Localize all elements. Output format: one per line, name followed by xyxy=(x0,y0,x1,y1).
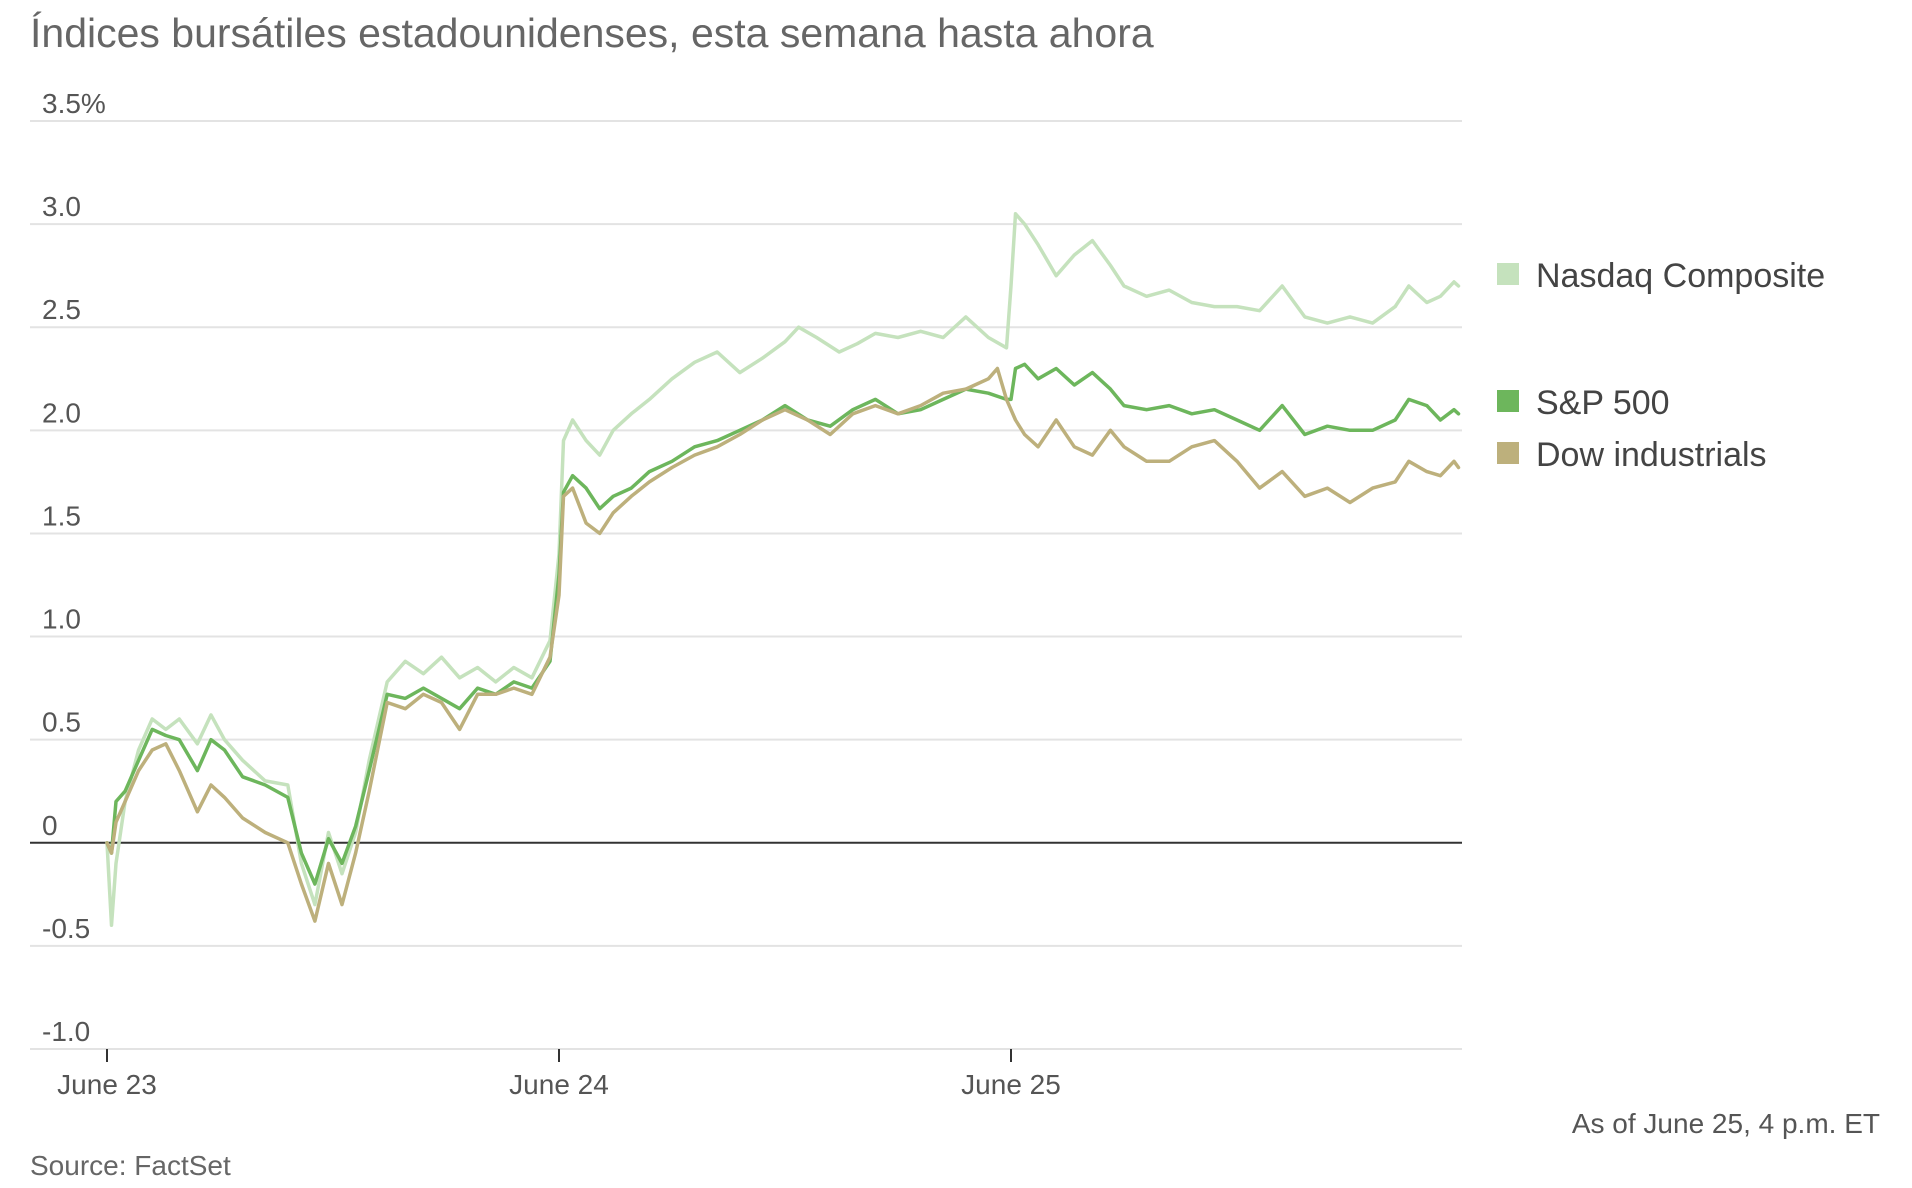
y-tick-label: 0.5 xyxy=(42,707,81,738)
series-line-nasdaq-composite xyxy=(105,212,1461,928)
legend-label: S&P 500 xyxy=(1536,384,1670,422)
legend-swatch xyxy=(1497,390,1519,412)
series-layer xyxy=(105,212,1461,928)
series-line-s-p-500 xyxy=(105,362,1461,886)
x-tick-label: June 25 xyxy=(961,1069,1061,1100)
x-tick-label: June 24 xyxy=(509,1069,609,1100)
legend-label: Dow industrials xyxy=(1536,436,1767,474)
y-tick-label: 2.5 xyxy=(42,294,81,325)
y-tick-label: 3.0 xyxy=(42,191,81,222)
y-axis-tick-labels: 3.5% 3.0 2.5 2.0 1.5 1.0 0.5 0 -0.5 -1.0 xyxy=(42,88,106,1047)
y-tick-label: -1.0 xyxy=(42,1016,90,1047)
legend-label: Nasdaq Composite xyxy=(1536,257,1825,295)
chart-title: Índices bursátiles estadounidenses, esta… xyxy=(30,10,1154,56)
grid-layer xyxy=(30,120,1462,1050)
y-tick-label: 2.0 xyxy=(42,397,81,428)
y-tick-label: 0 xyxy=(42,810,58,841)
x-tick-label: June 23 xyxy=(57,1069,157,1100)
source-note: Source: FactSet xyxy=(30,1150,231,1181)
legend: Nasdaq Composite S&P 500 Dow industrials xyxy=(1497,257,1825,474)
legend-swatch xyxy=(1497,442,1519,464)
y-tick-label: 1.5 xyxy=(42,500,81,531)
series-line-dow-industrials xyxy=(105,366,1461,923)
y-tick-label: 3.5% xyxy=(42,88,106,119)
legend-swatch xyxy=(1497,263,1519,285)
y-tick-label: 1.0 xyxy=(42,604,81,635)
as-of-note: As of June 25, 4 p.m. ET xyxy=(1571,1108,1880,1139)
x-axis-ticks: June 23 June 24 June 25 xyxy=(57,1049,1061,1100)
y-tick-label: -0.5 xyxy=(42,913,90,944)
